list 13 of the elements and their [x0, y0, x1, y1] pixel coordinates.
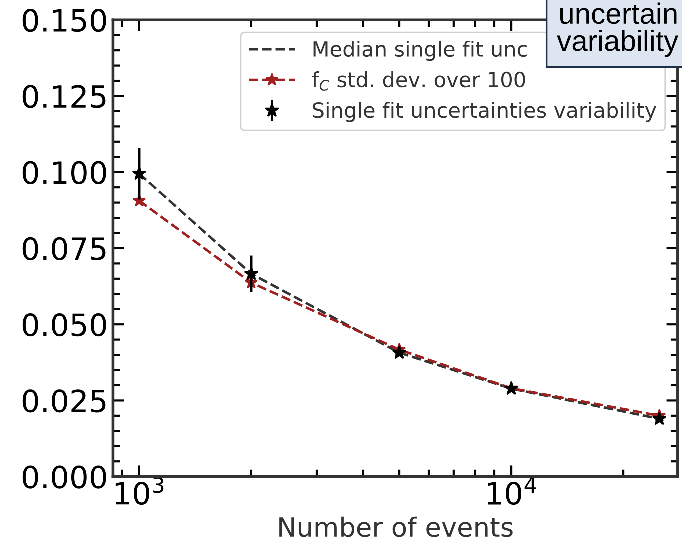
x-axis-title: Number of events: [280, 516, 513, 538]
legend-label: Single fit uncertainties variability: [313, 102, 656, 122]
y-tick-label: 0.075: [22, 237, 106, 261]
legend-label: f$_{C}$ std. dev. over 100: [312, 72, 526, 91]
y-tick-label: 0.100: [22, 161, 106, 184]
y-tick-label: 0.125: [22, 85, 106, 108]
y-tick-label: 0.000: [22, 466, 106, 489]
y-tick-label: 0.150: [22, 9, 106, 32]
x-tick-label: 10$^{4}$: [488, 477, 536, 506]
legend-label: Median single fit unc: [314, 40, 527, 62]
annotation: uncertain variability: [557, 2, 679, 58]
y-tick-label: 0.050: [22, 314, 106, 337]
y-tick-label: 0.025: [22, 390, 106, 413]
